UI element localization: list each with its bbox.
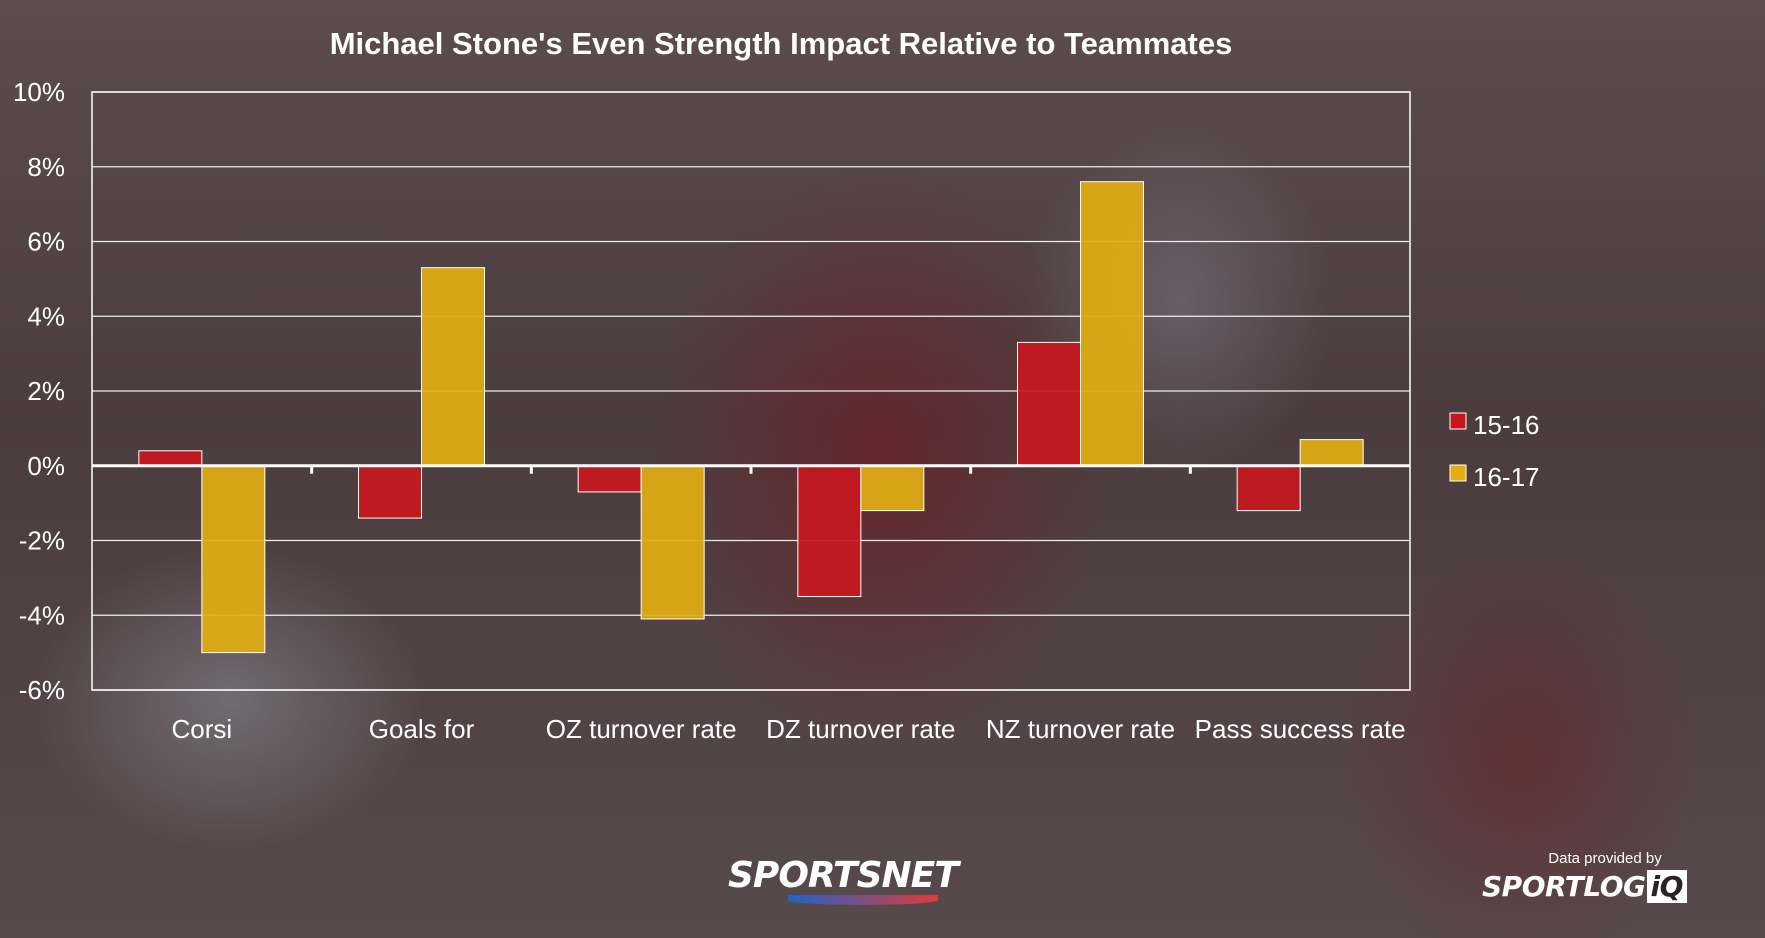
bar [421,267,485,467]
bar [797,465,862,598]
sportsnet-swoosh-icon [788,895,938,905]
sportsnet-logo: SPORTSNET [728,855,959,905]
sportlogiq-iq-mark: iQ [1646,870,1687,903]
y-tick-label: 4% [27,301,65,331]
x-category-label: Corsi [171,714,232,744]
x-category-label: OZ turnover rate [546,714,737,744]
bar [201,465,266,654]
bar [577,465,642,493]
y-tick-label: 0% [27,451,65,481]
y-tick-label: -2% [19,526,65,556]
legend-swatch [1449,412,1467,430]
y-tick-label: 8% [27,152,65,182]
y-tick-label: -6% [19,675,65,705]
sportsnet-wordmark: SPORTSNET [728,855,959,896]
sportlogiq-logo: SPORTLOG iQ [1482,870,1687,903]
y-tick-label: 2% [27,376,65,406]
x-category-label: Pass success rate [1195,714,1406,744]
bar [1017,341,1081,467]
x-category-label: Goals for [369,714,475,744]
x-category-label: NZ turnover rate [986,714,1175,744]
chart-title: Michael Stone's Even Strength Impact Rel… [330,26,1233,61]
y-tick-label: -4% [19,600,65,630]
bar [860,465,925,512]
x-category-label: DZ turnover rate [766,714,955,744]
legend-swatch [1449,464,1467,482]
data-provided-by-label: Data provided by [1548,850,1662,867]
legend-label: 15-16 [1473,410,1540,440]
bar [1299,439,1364,467]
bar [358,465,422,519]
legend-label: 16-17 [1473,462,1540,492]
bar [1080,181,1144,467]
sportlogiq-wordmark: SPORTLOG [1482,870,1646,903]
bar [138,450,203,467]
bar [640,465,705,620]
y-tick-label: 6% [27,227,65,257]
bar [1236,465,1301,512]
y-tick-label: 10% [13,77,65,107]
